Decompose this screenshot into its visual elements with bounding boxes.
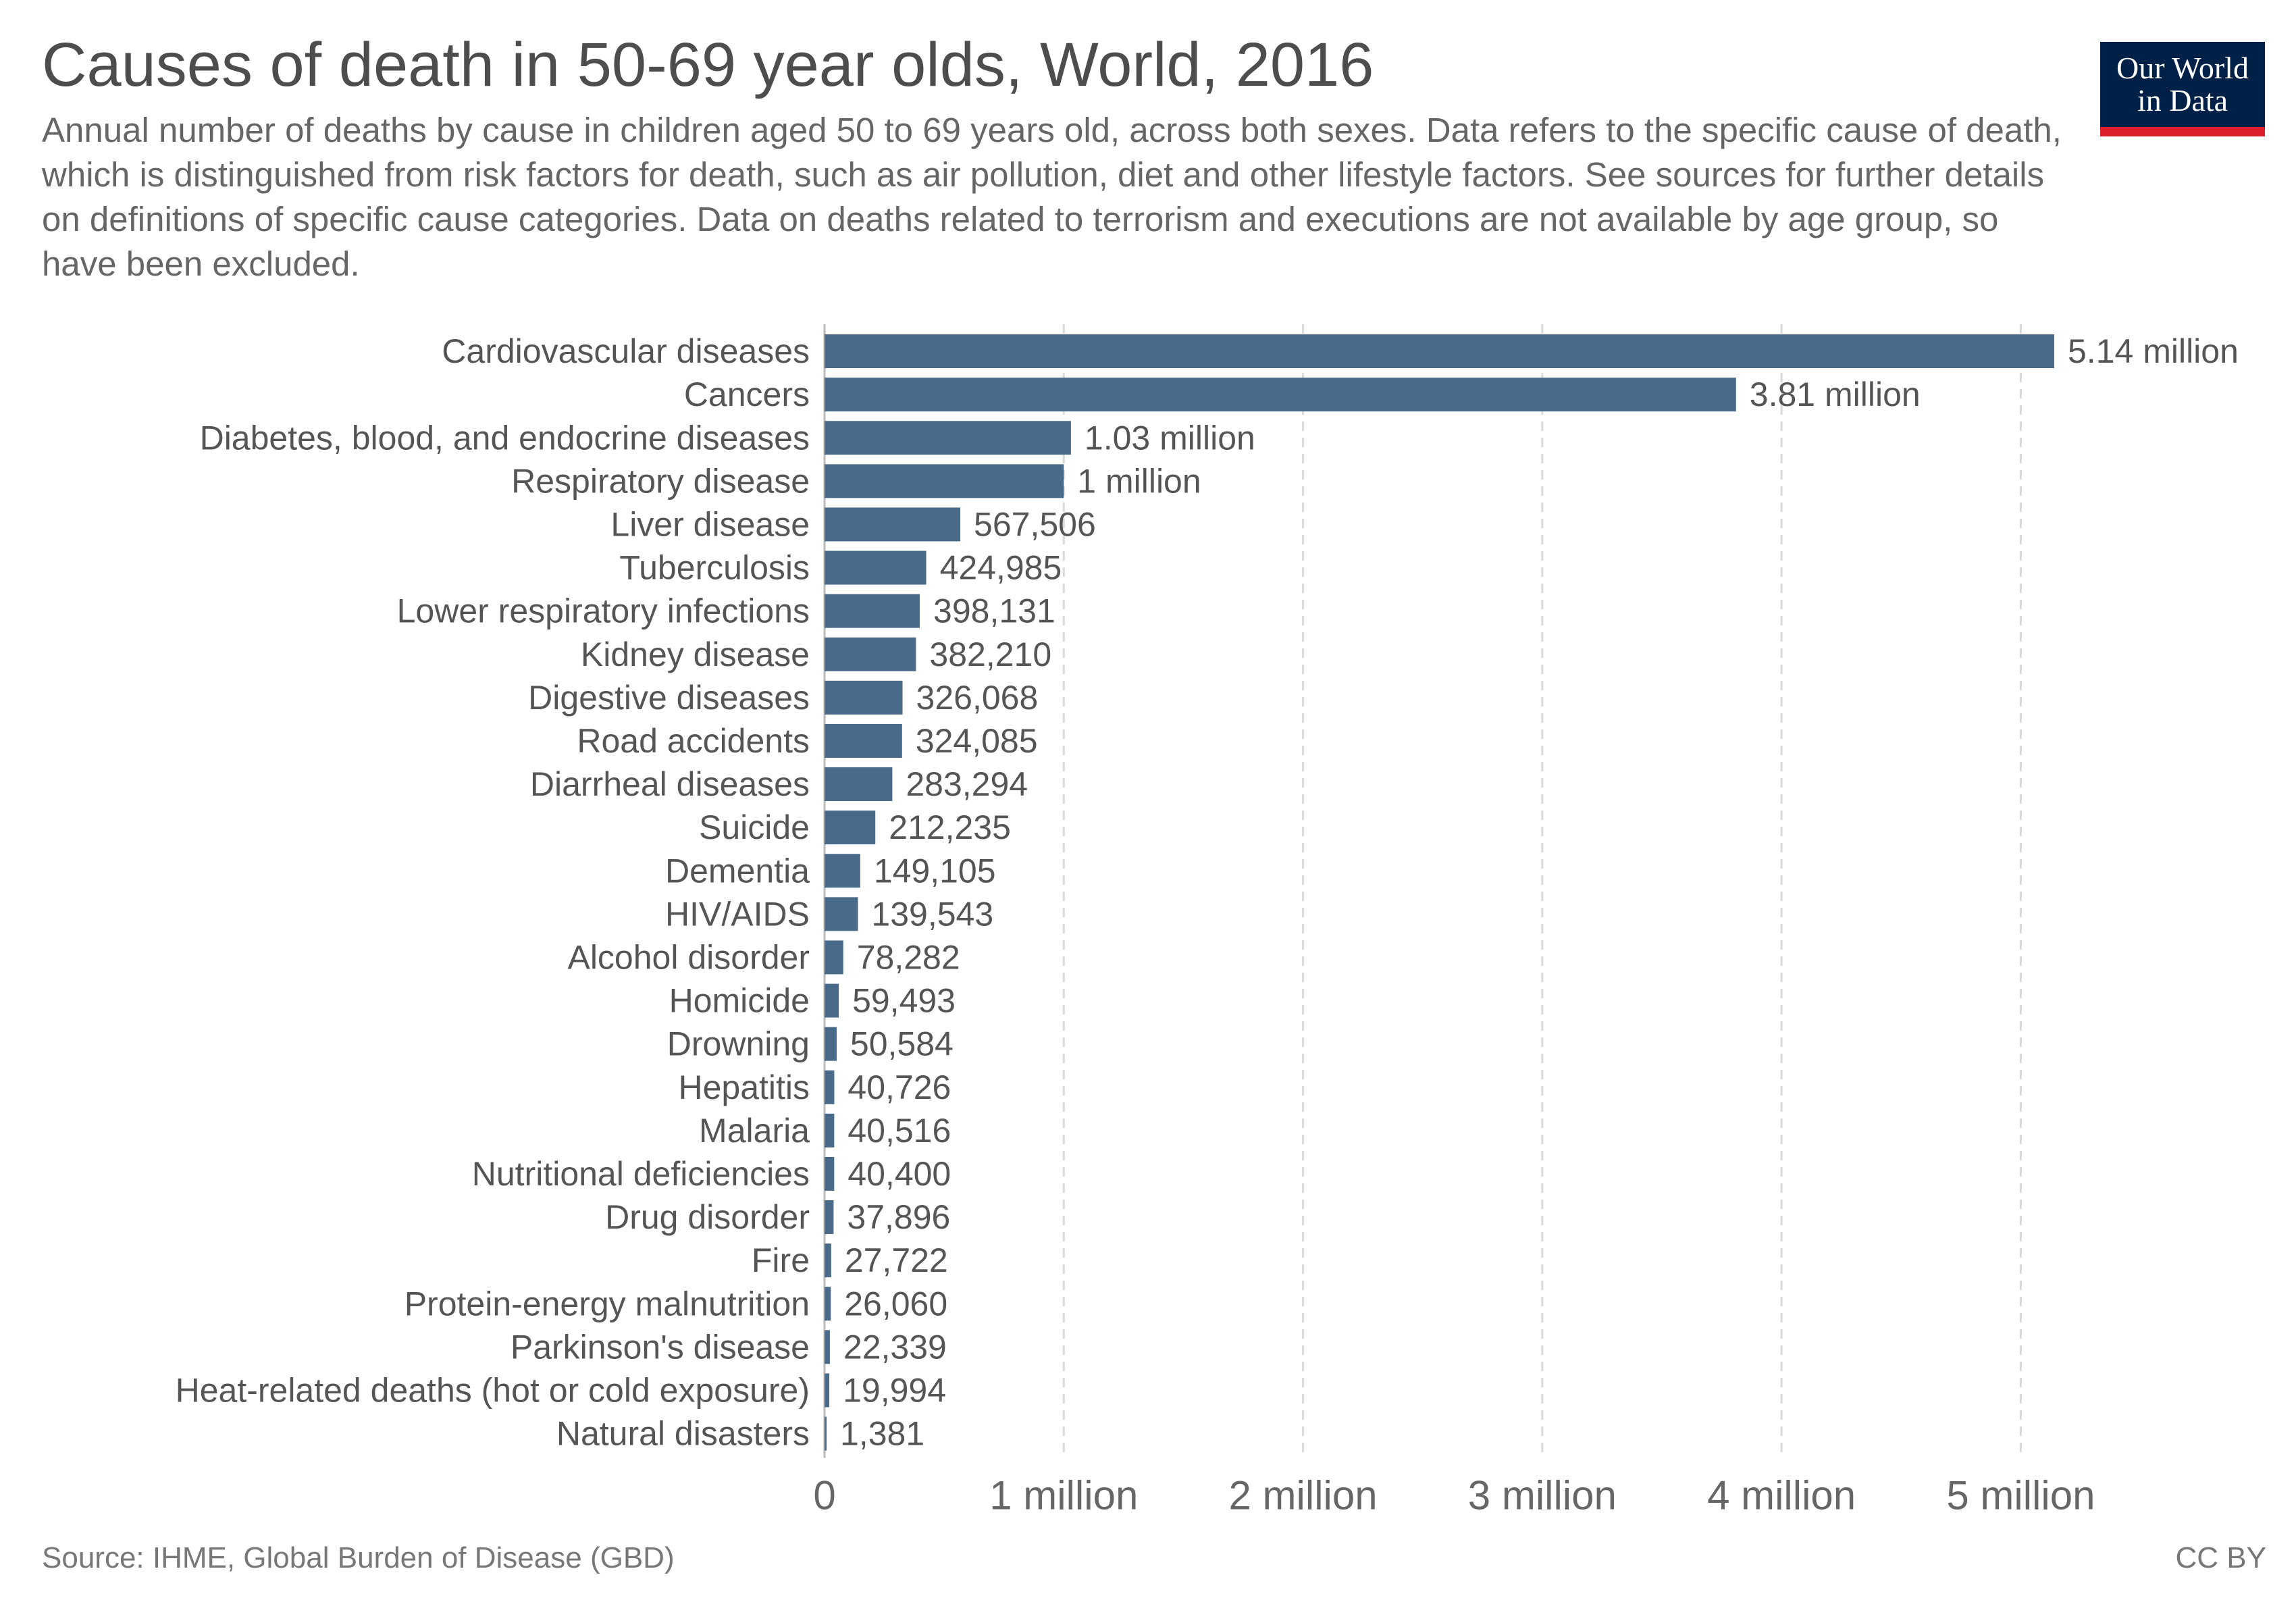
category-label: Respiratory disease: [511, 462, 810, 500]
value-label: 37,896: [847, 1198, 950, 1236]
bar: [825, 1416, 827, 1451]
category-label: Malaria: [699, 1112, 810, 1150]
value-label: 26,060: [844, 1285, 947, 1322]
value-label: 78,282: [857, 938, 960, 976]
category-label: Cardiovascular diseases: [442, 332, 810, 370]
chart-title: Causes of death in 50-69 year olds, Worl…: [42, 30, 1374, 99]
value-label: 1 million: [1077, 462, 1201, 500]
x-tick-label: 5 million: [1946, 1473, 2095, 1518]
value-label: 40,726: [847, 1069, 951, 1106]
chart-subtitle: Annual number of deaths by cause in chil…: [42, 111, 2062, 283]
value-label: 1,381: [840, 1415, 924, 1453]
category-label: Drug disorder: [605, 1198, 810, 1236]
value-label: 382,210: [929, 636, 1051, 673]
bar: [825, 810, 876, 845]
value-label: 40,400: [847, 1155, 951, 1193]
value-label: 22,339: [843, 1328, 947, 1366]
value-label: 212,235: [889, 808, 1011, 846]
x-tick-label: 2 million: [1229, 1473, 1378, 1518]
logo-line-2: in Data: [2137, 83, 2228, 118]
category-label: Diarrheal diseases: [530, 765, 810, 803]
category-label: Road accidents: [577, 722, 810, 760]
category-label: Lower respiratory infections: [397, 592, 810, 630]
value-label: 567,506: [974, 505, 1096, 543]
value-label: 283,294: [906, 765, 1028, 803]
bar: [825, 594, 920, 628]
category-label: Alcohol disorder: [567, 938, 810, 976]
value-label: 424,985: [940, 549, 1062, 587]
category-label: Hepatitis: [678, 1069, 810, 1106]
bar: [825, 1200, 834, 1235]
bar: [825, 680, 903, 715]
category-label: Kidney disease: [581, 636, 810, 673]
category-label: Suicide: [699, 808, 810, 846]
bar: [825, 1070, 835, 1104]
bar: [825, 334, 2054, 369]
value-labels: 5.14 million 3.81 million 1.03 million 1 mi…: [840, 332, 2239, 1453]
license-label[interactable]: CC BY: [2175, 1541, 2266, 1574]
category-label: Digestive diseases: [528, 679, 810, 717]
bar: [825, 421, 1071, 455]
value-label: 139,543: [871, 895, 993, 933]
bar: [825, 1027, 837, 1061]
category-labels: Cardiovascular diseases Cancers Diabetes, …: [176, 332, 810, 1453]
x-tick-label: 3 million: [1468, 1473, 1617, 1518]
bar: [825, 940, 843, 975]
value-label: 40,516: [847, 1112, 951, 1150]
value-label: 59,493: [852, 982, 956, 1020]
category-label: Dementia: [665, 852, 810, 890]
bar: [825, 464, 1064, 498]
x-tick-label: 0: [813, 1473, 835, 1518]
category-label: Liver disease: [610, 505, 810, 543]
category-label: Tuberculosis: [619, 549, 810, 587]
bar: [825, 767, 893, 802]
bar: [825, 550, 927, 585]
value-label: 1.03 million: [1085, 419, 1255, 457]
value-label: 19,994: [843, 1371, 946, 1409]
category-label: Parkinson's disease: [511, 1328, 810, 1366]
source-note[interactable]: Source: IHME, Global Burden of Disease (…: [42, 1541, 675, 1574]
category-label: Nutritional deficiencies: [472, 1155, 810, 1193]
bar: [825, 1330, 830, 1364]
category-label: Natural disasters: [556, 1415, 810, 1453]
category-label: Heat-related deaths (hot or cold exposur…: [176, 1371, 810, 1409]
category-label: HIV/AIDS: [665, 895, 810, 933]
logo-line-1: Our World: [2116, 51, 2249, 85]
category-label: Cancers: [684, 376, 810, 413]
value-label: 149,105: [874, 852, 996, 890]
bar: [825, 1287, 831, 1321]
bar-chart: Cardiovascular diseases Cancers Diabetes, …: [176, 324, 2239, 1518]
value-label: 326,068: [916, 679, 1039, 717]
bar: [825, 378, 1736, 412]
bar: [825, 1243, 831, 1278]
value-label: 50,584: [850, 1025, 954, 1063]
bar: [825, 1373, 830, 1408]
category-label: Homicide: [669, 982, 810, 1020]
category-label: Diabetes, blood, and endocrine diseases: [200, 419, 810, 457]
bar: [825, 854, 860, 888]
bar: [825, 1156, 835, 1191]
our-world-in-data-logo[interactable]: Our World in Data: [2100, 42, 2265, 136]
x-tick-label: 4 million: [1707, 1473, 1856, 1518]
category-label: Fire: [752, 1241, 810, 1279]
x-tick-label: 1 million: [989, 1473, 1138, 1518]
bar: [825, 507, 961, 542]
bar: [825, 983, 839, 1018]
bars: [825, 334, 2054, 1451]
value-label: 5.14 million: [2068, 332, 2239, 370]
category-label: Drowning: [667, 1025, 810, 1063]
value-label: 3.81 million: [1750, 376, 1921, 413]
bar: [825, 1113, 835, 1148]
category-label: Protein-energy malnutrition: [405, 1285, 810, 1322]
bar: [825, 723, 902, 758]
value-label: 27,722: [845, 1241, 948, 1279]
value-label: 398,131: [933, 592, 1055, 630]
x-axis: 0 1 million 2 million 3 million 4 million 5 m…: [813, 1473, 2095, 1518]
bar: [825, 637, 916, 671]
bar: [825, 897, 858, 931]
value-label: 324,085: [916, 722, 1038, 760]
